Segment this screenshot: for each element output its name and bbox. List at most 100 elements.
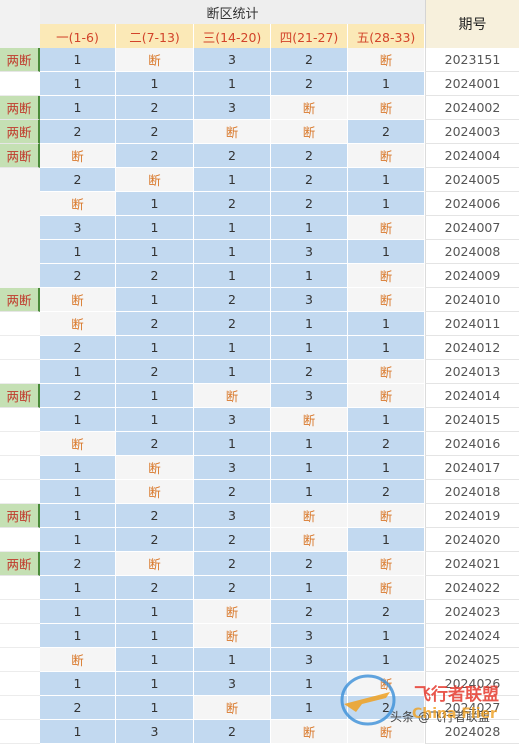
zone-cell: 断 bbox=[348, 288, 425, 312]
zone-cell: 3 bbox=[194, 48, 271, 72]
table-row: 1 断 3 1 1 2024017 bbox=[0, 456, 519, 480]
zone-cell: 1 bbox=[40, 504, 116, 528]
watermark-text: 头条 @飞行者联盟 bbox=[390, 710, 490, 724]
period-cell: 2024015 bbox=[425, 408, 519, 432]
period-cell: 2024020 bbox=[425, 528, 519, 552]
period-cell: 2024009 bbox=[425, 264, 519, 288]
zone-cell: 2 bbox=[194, 312, 271, 336]
zone-cell: 断 bbox=[348, 264, 425, 288]
table-row: 两断 1 2 3 断断 2024002 bbox=[0, 96, 519, 120]
period-cell: 2024002 bbox=[425, 96, 519, 120]
zone-cell: 断 bbox=[348, 48, 425, 72]
zone-header: 一(1-6) bbox=[40, 24, 116, 48]
zone-cell: 断 bbox=[271, 504, 348, 528]
zone-cell: 1 bbox=[271, 432, 348, 456]
zone-cell: 2 bbox=[194, 576, 271, 600]
double-break-tag bbox=[0, 600, 40, 624]
zone-cell: 1 bbox=[116, 336, 194, 360]
zone-cell: 1 bbox=[194, 240, 271, 264]
zone-cell: 1 bbox=[271, 264, 348, 288]
zone-header: 二(7-13) bbox=[116, 24, 194, 48]
table-row: 1 1 断 3 1 2024024 bbox=[0, 624, 519, 648]
double-break-tag bbox=[0, 624, 40, 648]
zone-cell: 断 bbox=[116, 480, 194, 504]
zone-cell: 2 bbox=[348, 120, 425, 144]
zone-cell: 2 bbox=[40, 552, 116, 576]
zone-cell: 1 bbox=[194, 432, 271, 456]
double-break-tag bbox=[0, 456, 40, 480]
period-cell: 2024018 bbox=[425, 480, 519, 504]
period-cell: 2024026 bbox=[425, 672, 519, 696]
zone-cell: 1 bbox=[40, 456, 116, 480]
zone-cell: 2 bbox=[271, 600, 348, 624]
zone-cell: 1 bbox=[271, 480, 348, 504]
zone-cell: 2 bbox=[40, 264, 116, 288]
zone-cell: 1 bbox=[348, 192, 425, 216]
zone-cell: 断 bbox=[348, 552, 425, 576]
double-break-tag bbox=[0, 696, 40, 720]
zone-cell: 1 bbox=[194, 264, 271, 288]
zone-cell: 2 bbox=[194, 552, 271, 576]
zone-cell: 2 bbox=[116, 120, 194, 144]
zone-cell: 1 bbox=[116, 600, 194, 624]
zone-cell: 1 bbox=[40, 624, 116, 648]
period-cell: 2024013 bbox=[425, 360, 519, 384]
table-row: 两断 2 断 2 2 断 2024021 bbox=[0, 552, 519, 576]
period-cell: 2024001 bbox=[425, 72, 519, 96]
zone-cell: 断 bbox=[348, 576, 425, 600]
zone-cell: 2 bbox=[40, 336, 116, 360]
zone-cell: 1 bbox=[116, 240, 194, 264]
zone-cell: 2 bbox=[348, 432, 425, 456]
zone-cell: 2 bbox=[194, 144, 271, 168]
table-row: 3 1 1 1 断 2024007 bbox=[0, 216, 519, 240]
zone-cell: 1 bbox=[194, 336, 271, 360]
zone-cell: 1 bbox=[348, 648, 425, 672]
zone-cell: 3 bbox=[271, 288, 348, 312]
period-cell: 2024014 bbox=[425, 384, 519, 408]
zone-cell: 断 bbox=[348, 672, 425, 696]
zone-cell: 2 bbox=[194, 720, 271, 744]
zone-cell: 1 bbox=[271, 696, 348, 720]
period-cell: 2024027 bbox=[425, 696, 519, 720]
zone-cell: 1 bbox=[348, 168, 425, 192]
zone-cell: 1 bbox=[40, 600, 116, 624]
double-break-tag bbox=[0, 264, 40, 288]
period-cell: 2024028 bbox=[425, 720, 519, 744]
period-cell: 2024005 bbox=[425, 168, 519, 192]
zone-cell: 3 bbox=[194, 456, 271, 480]
zone-cell: 1 bbox=[348, 336, 425, 360]
period-cell: 2024011 bbox=[425, 312, 519, 336]
zone-cell: 断 bbox=[271, 720, 348, 744]
zone-cell: 2 bbox=[271, 72, 348, 96]
double-break-tag bbox=[0, 648, 40, 672]
zone-cell: 2 bbox=[194, 288, 271, 312]
zone-cell: 断 bbox=[40, 192, 116, 216]
zone-cell: 2 bbox=[116, 432, 194, 456]
zone-header: 五(28-33) bbox=[348, 24, 425, 48]
zone-cell: 1 bbox=[116, 624, 194, 648]
period-cell: 2024004 bbox=[425, 144, 519, 168]
zone-cell: 2 bbox=[116, 528, 194, 552]
zone-cell: 2 bbox=[40, 384, 116, 408]
period-cell: 2024008 bbox=[425, 240, 519, 264]
double-break-tag: 两断 bbox=[0, 48, 40, 72]
double-break-tag bbox=[0, 312, 40, 336]
zone-cell: 2 bbox=[194, 480, 271, 504]
zone-cell: 断 bbox=[116, 456, 194, 480]
zone-cell: 3 bbox=[40, 216, 116, 240]
zone-cell: 2 bbox=[116, 96, 194, 120]
double-break-tag: 两断 bbox=[0, 96, 40, 120]
table-row: 2 2 1 1 断 2024009 bbox=[0, 264, 519, 288]
zone-cell: 断 bbox=[40, 288, 116, 312]
zone-cell: 1 bbox=[40, 48, 116, 72]
table-row: 2 断 1 2 1 2024005 bbox=[0, 168, 519, 192]
zone-cell: 1 bbox=[116, 216, 194, 240]
zone-cell: 1 bbox=[271, 672, 348, 696]
zone-cell: 2 bbox=[116, 576, 194, 600]
table-row: 2 1 1 1 1 2024012 bbox=[0, 336, 519, 360]
period-cell: 2024007 bbox=[425, 216, 519, 240]
double-break-tag bbox=[0, 408, 40, 432]
zone-cell: 3 bbox=[194, 96, 271, 120]
zone-cell: 2 bbox=[116, 360, 194, 384]
zone-cell: 1 bbox=[116, 192, 194, 216]
